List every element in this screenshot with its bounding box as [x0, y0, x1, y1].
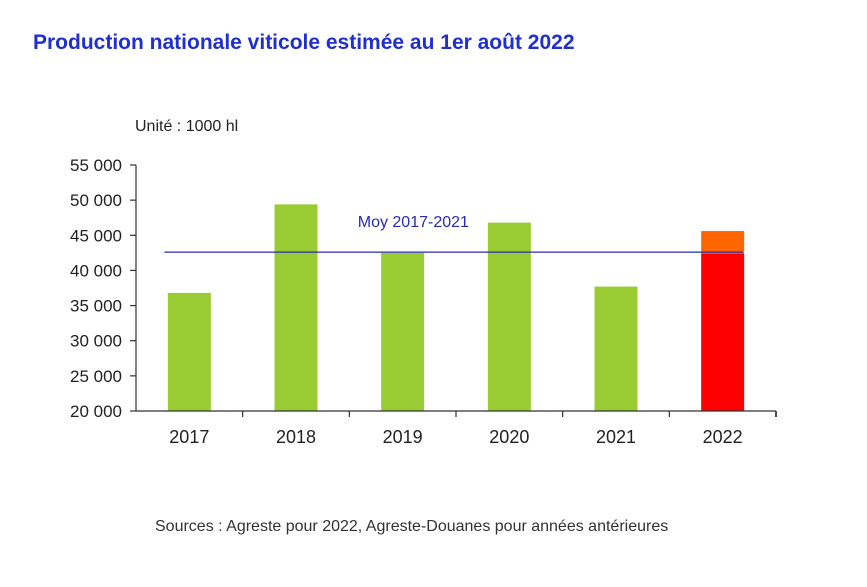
bar-2019 [381, 252, 425, 411]
x-tick-label-2021: 2021 [596, 427, 636, 447]
y-tick-label: 40 000 [70, 261, 122, 280]
source-note: Sources : Agreste pour 2022, Agreste-Dou… [155, 518, 669, 535]
unit-label: Unité : 1000 hl [135, 118, 239, 135]
bar-2022-top [701, 231, 745, 254]
y-tick-label: 45 000 [70, 226, 122, 245]
average-line-group: Moy 2017-2021 [164, 214, 743, 253]
x-tick-label-2017: 2017 [169, 427, 209, 447]
y-tick-label: 30 000 [70, 332, 122, 351]
x-axis: 2017 2018 2019 2020 2021 2022 [136, 410, 777, 447]
y-tick-label: 35 000 [70, 297, 122, 316]
x-tick-label-2019: 2019 [383, 427, 423, 447]
bar-2017 [167, 292, 211, 411]
x-tick-label-2018: 2018 [276, 427, 316, 447]
y-axis: 20 000 25 000 30 000 35 000 40 000 45 000 50 0… [70, 156, 137, 421]
y-tick-label: 25 000 [70, 367, 122, 386]
bar-2021 [594, 286, 638, 411]
x-tick-label-2020: 2020 [489, 427, 529, 447]
bar-2018 [274, 204, 318, 411]
bar-2022-base [701, 253, 745, 411]
bars [167, 204, 745, 411]
y-tick-label: 50 000 [70, 191, 122, 210]
y-tick-label: 20 000 [70, 402, 122, 421]
average-line-label: Moy 2017-2021 [358, 214, 469, 231]
x-tick-label-2022: 2022 [703, 427, 743, 447]
chart-title: Production nationale viticole estimée au… [33, 31, 575, 54]
bar-2020 [487, 222, 531, 411]
y-tick-label: 55 000 [70, 156, 122, 175]
